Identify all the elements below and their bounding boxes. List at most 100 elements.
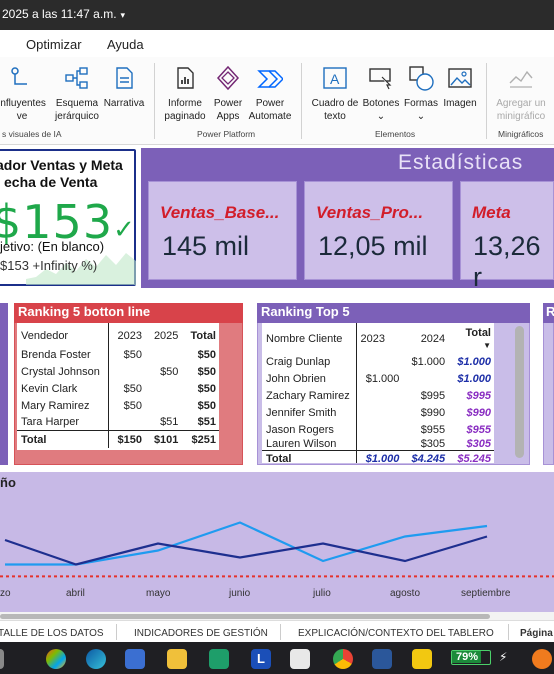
page-tabs: TALLE DE LOS DATOS INDICADORES DE GESTIÓ… [0, 620, 554, 642]
col-header[interactable]: Vendedor [21, 329, 69, 342]
table-row[interactable]: Jennifer Smith $990 $990 [262, 404, 494, 422]
cuadro-label-2: texto [324, 111, 346, 122]
menu-bar: Optimizar Ayuda [0, 30, 554, 57]
battery-indicator[interactable] [451, 650, 491, 665]
notification-icon[interactable] [532, 649, 552, 669]
group-label-ai: s visuales de IA [2, 129, 62, 139]
cell: $4.245 [402, 449, 449, 463]
tab-pagina[interactable]: Página [520, 628, 553, 639]
power-apps-button[interactable]: Power Apps [210, 65, 246, 123]
chevron-down-icon[interactable]: ▾ [120, 10, 126, 20]
chrome-icon[interactable] [333, 649, 353, 669]
table-row[interactable]: Jason Rogers $955 $955 [262, 421, 494, 438]
table-row[interactable]: Crystal Johnson $50 $50 [17, 363, 219, 381]
left-visual-stub [0, 303, 8, 465]
cell: Total [17, 430, 108, 448]
col-header[interactable]: 2023 [107, 323, 145, 347]
stat-label: Ventas_Pro... [316, 203, 424, 222]
group-label-elementos: Elementos [375, 129, 416, 139]
word-icon[interactable] [372, 649, 392, 669]
formas-button[interactable]: Formas ⌄ [402, 65, 440, 123]
cell: $50 [107, 347, 145, 364]
cell: $1.000 [457, 356, 491, 369]
cell [402, 371, 448, 388]
ranking-bottom-title: Ranking 5 botton line [18, 304, 151, 319]
store-icon[interactable] [125, 649, 145, 669]
cuadro-texto-button[interactable]: A Cuadro de texto [309, 65, 361, 123]
capcut-icon[interactable] [290, 649, 310, 669]
cell: Zachary Ramirez [266, 389, 350, 402]
kpi-card[interactable]: ador Ventas y Meta echa de Venta $153✓ [0, 149, 136, 286]
esquema-jerarquico-button[interactable]: Esquema jerárquico [53, 65, 101, 123]
table-row[interactable]: Zachary Ramirez $995 $995 [262, 387, 494, 405]
cell: $1.000 [355, 370, 403, 388]
menu-optimizar[interactable]: Optimizar [26, 37, 82, 52]
kpi-title-line-2: echa de Venta [4, 174, 98, 190]
agregar-minigrafico-button[interactable]: Agregar un minigráfico [492, 65, 550, 123]
power-bi-icon[interactable] [412, 649, 432, 669]
col-header[interactable]: Nombre Cliente [266, 333, 343, 345]
col-header[interactable]: 2025 [153, 329, 179, 342]
tab-explicacion[interactable]: EXPLICACIÓN/CONTEXTO DEL TABLERO [298, 628, 494, 639]
app-icon[interactable] [209, 649, 229, 669]
table-row[interactable]: Tara Harper $51 $51 [17, 414, 219, 431]
total-row: Total $1.000 $4.245 $5.245 [262, 449, 494, 463]
ranking-top-table: Nombre Cliente 2023 2024 Total ▼ Craig Du… [262, 323, 494, 463]
ranking-bottom-table: Vendedor 2023 2025 Total Brenda Foster $5… [17, 323, 219, 450]
line-chart[interactable] [0, 472, 554, 612]
ribbon-divider [301, 63, 302, 139]
power-automate-icon [257, 70, 283, 88]
informe-paginado-button[interactable]: Informe paginado [162, 65, 208, 123]
botones-button[interactable]: Botones ⌄ [361, 65, 401, 123]
col-header-sorted[interactable]: Total ▼ [448, 323, 494, 354]
cell: $1.000 [411, 356, 446, 369]
cell: $305 [420, 437, 446, 450]
tab-detalle-datos[interactable]: TALLE DE LOS DATOS [0, 628, 104, 639]
table-row[interactable]: Kevin Clark $50 $50 [17, 380, 219, 398]
table-row[interactable]: John Obrien $1.000 $1.000 [262, 370, 494, 388]
stat-card-meta[interactable] [460, 181, 554, 280]
influyentes-label: influyentes [0, 98, 46, 109]
paginated-report-icon [177, 67, 194, 89]
table-row[interactable]: Brenda Foster $50 $50 [17, 347, 219, 364]
horizontal-scrollbar[interactable] [0, 612, 554, 620]
copilot-icon[interactable] [46, 649, 66, 669]
file-explorer-icon[interactable] [167, 649, 187, 669]
cell: Craig Dunlap [266, 356, 331, 369]
cell: Tara Harper [21, 416, 80, 429]
edge-browser-icon[interactable] [86, 649, 106, 669]
decomposition-tree-icon [65, 67, 88, 89]
kpi-objective: jetivo: (En blanco) [0, 239, 105, 254]
table-row[interactable]: Mary Ramirez $50 $50 [17, 397, 219, 415]
scroll-thumb[interactable] [0, 614, 490, 619]
taskbar-edge-icon[interactable] [0, 649, 4, 669]
power-automate-button[interactable]: Power Automate [246, 65, 294, 123]
x-tick-label: mayo [146, 588, 171, 599]
imagen-button[interactable]: Imagen [440, 65, 480, 110]
influyentes-button[interactable]: influyentes ve [0, 65, 48, 123]
vertical-scrollbar[interactable] [515, 326, 524, 458]
col-header[interactable]: 2023 [355, 323, 403, 354]
cell: $50 [107, 380, 145, 398]
cell [355, 387, 403, 405]
cell: $150 [107, 430, 145, 448]
cell: $50 [197, 366, 216, 379]
series-line-1[interactable] [4, 535, 488, 566]
power-automate-label-2: Automate [248, 111, 292, 122]
narrativa-button[interactable]: Narrativa [101, 65, 147, 110]
stat-card-ventas-base[interactable] [148, 181, 297, 280]
buttons-icon [369, 68, 392, 90]
col-header[interactable]: Total [190, 329, 216, 342]
stat-label: Meta [472, 203, 511, 222]
sparkline-icon [509, 70, 533, 88]
table-row[interactable]: Craig Dunlap $1.000 $1.000 [262, 354, 494, 371]
tab-indicadores[interactable]: INDICADORES DE GESTIÓN [134, 628, 268, 639]
l-app-icon[interactable]: L [251, 649, 271, 669]
charging-icon: ⚡ [499, 650, 508, 664]
menu-ayuda[interactable]: Ayuda [107, 37, 144, 52]
col-header[interactable]: 2024 [420, 333, 446, 345]
x-tick-label: septiembre [461, 588, 511, 599]
table-row[interactable]: Lauren Wilson $305 $305 [262, 437, 494, 451]
stat-card-ventas-pro[interactable] [304, 181, 453, 280]
cell: $50 [107, 397, 145, 415]
